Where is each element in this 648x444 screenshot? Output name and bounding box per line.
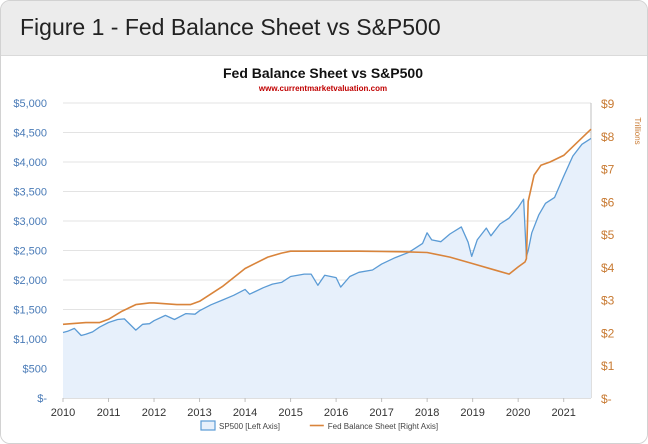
chart-subtitle: www.currentmarketvaluation.com: [258, 84, 387, 93]
y-right-tick-label: $8: [601, 130, 615, 144]
y-right-tick-label: $2: [601, 326, 615, 340]
y-left-tick-label: $5,000: [13, 98, 47, 110]
y-left-tick-label: $-: [37, 393, 47, 405]
y-left-tick-label: $2,000: [13, 275, 47, 287]
y-right-tick-label: $6: [601, 195, 615, 209]
x-tick-label: 2011: [97, 407, 121, 419]
right-axis-label: Trillions: [633, 117, 642, 144]
figure-header: Figure 1 - Fed Balance Sheet vs S&P500: [1, 1, 647, 56]
y-left-tick-label: $4,000: [13, 157, 47, 169]
chart-title: Fed Balance Sheet vs S&P500: [223, 65, 423, 81]
chart-svg: Fed Balance Sheet vs S&P500 www.currentm…: [13, 65, 642, 431]
x-tick-label: 2015: [278, 407, 302, 419]
y-left-tick-label: $2,500: [13, 246, 47, 258]
y-left-tick-label: $1,500: [13, 305, 47, 317]
y-left-tick-label: $1,000: [13, 334, 47, 346]
x-tick-label: 2014: [233, 407, 257, 419]
x-tick-label: 2020: [506, 407, 530, 419]
legend-label-1: SP500 [Left Axis]: [219, 422, 280, 431]
y-right-tick-label: $5: [601, 228, 615, 242]
x-tick-label: 2021: [551, 407, 575, 419]
y-left-tick-label: $3,000: [13, 216, 47, 228]
legend-label-2: Fed Balance Sheet [Right Axis]: [328, 422, 438, 431]
x-tick-label: 2010: [51, 407, 75, 419]
x-tick-label: 2019: [460, 407, 484, 419]
y-right-tick-label: $-: [601, 392, 612, 406]
x-tick-label: 2013: [187, 407, 211, 419]
legend: SP500 [Left Axis] Fed Balance Sheet [Righ…: [200, 420, 438, 431]
y-left-tick-label: $3,500: [13, 187, 47, 199]
x-tick-label: 2017: [369, 407, 393, 419]
series-group: [62, 128, 592, 398]
x-tick-label: 2012: [142, 407, 166, 419]
figure-title: Figure 1 - Fed Balance Sheet vs S&P500: [20, 14, 441, 40]
y-right-tick-label: $1: [601, 359, 615, 373]
chart-area: Fed Balance Sheet vs S&P500 www.currentm…: [1, 56, 647, 443]
y-left-tick-label: $4,500: [13, 128, 47, 140]
x-tick-label: 2018: [415, 407, 439, 419]
y-right-tick-label: $4: [601, 261, 615, 275]
legend-swatch-1: [200, 420, 216, 431]
series-line-1: [62, 137, 592, 337]
x-tick-label: 2016: [324, 407, 348, 419]
series-area-1: [63, 138, 591, 398]
y-left-tick-label: $500: [23, 364, 47, 376]
y-right-tick-label: $7: [601, 163, 615, 177]
tick-labels: $- $500 $1,000 $1,500 $2,000 $2,500 $3,000 $3,5…: [13, 97, 614, 419]
y-right-tick-label: $3: [601, 294, 615, 308]
y-right-tick-label: $9: [601, 97, 615, 111]
series-line-2: [62, 128, 592, 326]
